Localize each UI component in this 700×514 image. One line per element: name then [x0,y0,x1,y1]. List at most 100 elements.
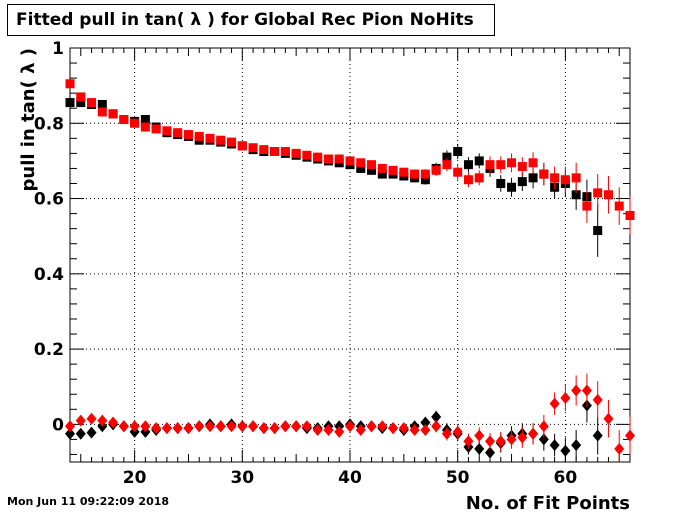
data-point-square [442,160,452,170]
data-point-square [420,169,430,179]
data-point-square [334,154,344,164]
data-point-diamond [151,422,162,435]
x-tick-label: 40 [338,468,362,488]
data-point-square [474,173,484,183]
data-point-diamond [495,435,506,448]
y-tick-label: 0.6 [34,190,64,210]
data-point-square [259,145,269,155]
data-point-diamond [571,439,582,452]
data-point-diamond [108,416,119,429]
data-point-square [474,156,484,166]
data-point-diamond [452,425,463,438]
data-point-diamond [560,392,571,405]
data-point-square [528,158,538,168]
data-point-square [108,109,118,119]
data-point-diamond [86,426,97,439]
data-point-diamond [75,427,86,440]
data-point-diamond [291,420,302,433]
data-point-diamond [538,420,549,433]
data-point-square [97,99,107,109]
data-point-diamond [549,439,560,452]
data-point-diamond [592,393,603,406]
data-point-diamond [75,414,86,427]
y-tick-label: 0.2 [34,340,64,360]
plot-frame [69,47,631,463]
y-tick-label: 0.8 [34,114,64,134]
data-point-square [582,201,592,211]
data-point-square [345,156,355,166]
data-point-diamond [280,420,291,433]
timestamp: Mon Jun 11 09:22:09 2018 [7,495,170,508]
data-point-square [442,152,452,162]
data-point-diamond [366,420,377,433]
data-point-diamond [517,431,528,444]
data-point-square [130,118,140,128]
data-point-square [496,160,506,170]
data-point-square [420,175,430,185]
data-point-square [507,158,517,168]
data-point-square [151,124,161,134]
data-point-square [593,226,603,236]
x-tick-label: 30 [230,468,254,488]
data-point-square [76,98,86,108]
data-point-square [507,182,517,192]
data-point-square [550,173,560,183]
data-point-diamond [388,422,399,435]
data-point-square [453,147,463,156]
axis-labels: 20 30 40 50 60 0 0.2 0.4 0.6 0.8 1 [34,39,578,488]
data-point-square [517,162,527,172]
data-point-diamond [560,444,571,457]
data-point-diamond [129,420,140,433]
data-point-diamond [571,384,582,397]
x-tick-label: 50 [446,468,470,488]
data-point-square [367,165,377,175]
data-point-square [356,158,366,168]
data-point-square [291,148,301,158]
data-point-square [87,98,97,108]
data-point-diamond [226,420,237,433]
data-point-square [140,122,150,132]
data-point-diamond [581,384,592,397]
data-point-diamond [398,422,409,435]
data-point-diamond [65,427,75,440]
data-point-diamond [485,446,495,459]
data-point-diamond [431,410,442,423]
data-point-diamond [549,397,560,410]
x-axis-title: No. of Fit Points [466,493,630,514]
data-point-diamond [463,435,474,448]
grid [70,47,630,462]
y-tick-label: 1 [52,39,64,59]
data-point-diamond [409,424,420,437]
data-point-diamond [194,420,205,433]
y-tick-label: 0 [52,415,64,435]
data-point-square [485,160,495,170]
data-point-diamond [237,420,248,433]
data-point-square [119,115,129,125]
data-point-diamond [86,412,97,425]
data-point-square [560,175,570,185]
data-point-square [248,143,258,153]
data-point-square [388,165,398,175]
data-point-square [496,178,506,188]
data-point-diamond [301,420,312,433]
data-point-square [173,128,183,138]
data-points [65,79,635,462]
data-point-diamond [506,433,517,446]
data-point-square [76,92,86,102]
data-point-square [614,201,624,211]
data-point-square [270,147,280,156]
data-point-square [463,175,473,185]
chart-title: Fitted pull in tan( λ ) for Global Rec P… [7,4,495,36]
data-point-diamond [323,424,334,437]
data-point-diamond [377,420,388,433]
data-point-diamond [258,422,269,435]
data-point-square [517,177,527,187]
data-point-diamond [65,420,75,433]
data-point-diamond [269,422,280,435]
data-point-diamond [441,427,452,440]
data-point-square [431,165,441,175]
data-point-square [140,115,150,125]
data-point-square [603,190,613,200]
data-point-square [539,169,549,179]
data-point-diamond [420,416,431,429]
